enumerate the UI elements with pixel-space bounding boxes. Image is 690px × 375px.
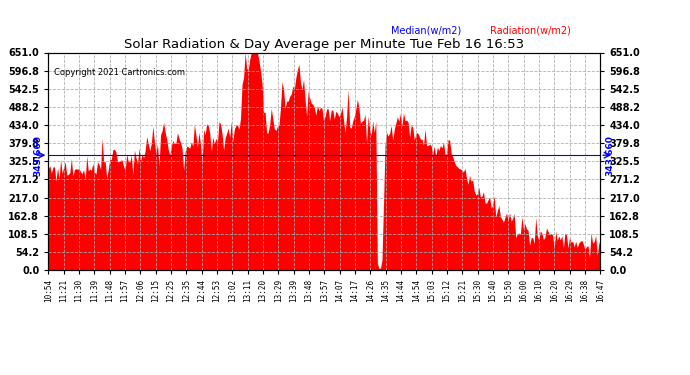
Text: 343.660: 343.660 [34, 135, 43, 176]
Text: 343.660: 343.660 [606, 135, 615, 176]
Text: Median(w/m2): Median(w/m2) [391, 25, 461, 35]
Title: Solar Radiation & Day Average per Minute Tue Feb 16 16:53: Solar Radiation & Day Average per Minute… [124, 38, 524, 51]
Text: Radiation(w/m2): Radiation(w/m2) [490, 25, 571, 35]
Text: Copyright 2021 Cartronics.com: Copyright 2021 Cartronics.com [54, 68, 185, 77]
